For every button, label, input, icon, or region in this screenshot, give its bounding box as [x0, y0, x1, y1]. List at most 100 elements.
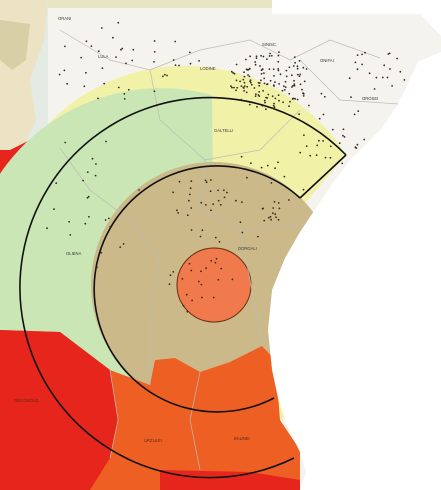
sample-point: [233, 72, 236, 75]
sample-point: [283, 88, 286, 91]
sample-point: [270, 182, 273, 184]
sample-point: [181, 278, 184, 280]
sample-point: [270, 54, 273, 57]
sample-points: [46, 21, 406, 313]
sample-point: [239, 80, 242, 83]
sample-point: [348, 77, 351, 80]
sample-point: [302, 188, 305, 191]
sample-point: [356, 143, 359, 146]
sample-point: [239, 221, 242, 224]
sample-point: [121, 47, 124, 50]
sample-point: [260, 79, 262, 82]
sample-point: [250, 81, 252, 84]
sample-point: [361, 63, 363, 66]
sample-point: [363, 138, 366, 141]
sample-point: [103, 82, 106, 85]
sample-point: [279, 73, 282, 76]
sample-point: [350, 96, 352, 98]
sample-point: [182, 304, 185, 307]
sample-point: [272, 212, 274, 215]
sample-point: [115, 56, 117, 58]
sample-point: [204, 204, 207, 206]
sample-point: [261, 68, 264, 70]
sample-point: [254, 95, 257, 97]
sample-point: [241, 201, 243, 204]
sample-point: [270, 218, 272, 221]
sample-point: [357, 110, 360, 112]
sample-point: [212, 296, 215, 299]
sample-point: [329, 156, 332, 159]
sample-point: [291, 97, 294, 100]
sample-point: [97, 97, 99, 100]
sample-point: [212, 203, 215, 206]
sample-point: [243, 89, 246, 92]
sample-point: [298, 75, 301, 78]
sample-point: [97, 50, 100, 52]
sample-point: [323, 95, 326, 98]
sample-point: [172, 191, 175, 194]
sample-point: [256, 106, 258, 108]
sample-point: [267, 93, 270, 96]
sample-point: [58, 73, 61, 76]
sample-point: [254, 61, 257, 63]
sample-point: [263, 219, 266, 222]
sample-point: [322, 113, 325, 116]
sample-point: [95, 163, 97, 165]
sample-point: [272, 84, 275, 86]
sample-point: [271, 107, 274, 109]
sample-point: [87, 195, 90, 198]
sample-point: [277, 218, 280, 221]
sample-point: [233, 86, 235, 89]
sample-point: [153, 51, 156, 53]
sample-point: [288, 105, 290, 107]
sample-point: [391, 85, 393, 87]
sample-point: [250, 162, 252, 165]
sample-point: [190, 269, 193, 272]
sample-point: [386, 76, 389, 79]
sample-point: [235, 89, 237, 92]
sample-point: [176, 209, 178, 212]
sample-point: [230, 85, 232, 88]
sample-point: [274, 97, 277, 100]
sample-point: [109, 225, 112, 228]
sample-point: [215, 257, 218, 260]
sample-point: [132, 48, 135, 51]
sample-point: [299, 151, 302, 154]
sample-point: [296, 98, 299, 101]
sample-point: [294, 98, 297, 100]
sample-point: [303, 80, 306, 83]
sample-point: [186, 214, 189, 217]
sample-point: [235, 63, 238, 66]
label-orani: ORANI: [58, 16, 71, 21]
sample-point: [387, 53, 390, 55]
sample-point: [284, 86, 287, 88]
sample-point: [263, 77, 266, 80]
sample-point: [299, 73, 302, 76]
sample-point: [285, 69, 288, 72]
sample-point: [260, 166, 263, 169]
sample-point: [341, 162, 344, 165]
sample-point: [85, 71, 87, 74]
sample-point: [82, 179, 84, 182]
sample-point: [277, 69, 280, 72]
sample-point: [153, 40, 156, 42]
sample-point: [223, 189, 225, 192]
sample-point: [217, 278, 220, 281]
sample-point: [210, 179, 212, 181]
sample-point: [308, 104, 310, 107]
sample-point: [361, 53, 363, 56]
sample-point: [278, 99, 280, 102]
label-dorgali: DORGALI: [238, 246, 257, 251]
sample-point: [292, 65, 295, 67]
sample-point: [188, 199, 190, 202]
sample-point: [269, 52, 271, 55]
sample-point: [199, 235, 202, 238]
sample-point: [284, 80, 287, 83]
sample-point: [80, 56, 83, 59]
sample-point: [331, 128, 334, 131]
sample-point: [294, 61, 296, 64]
sample-point: [172, 271, 175, 273]
sample-point: [83, 85, 86, 88]
sample-point: [255, 57, 258, 59]
hazard-red-southeast: [160, 470, 300, 490]
